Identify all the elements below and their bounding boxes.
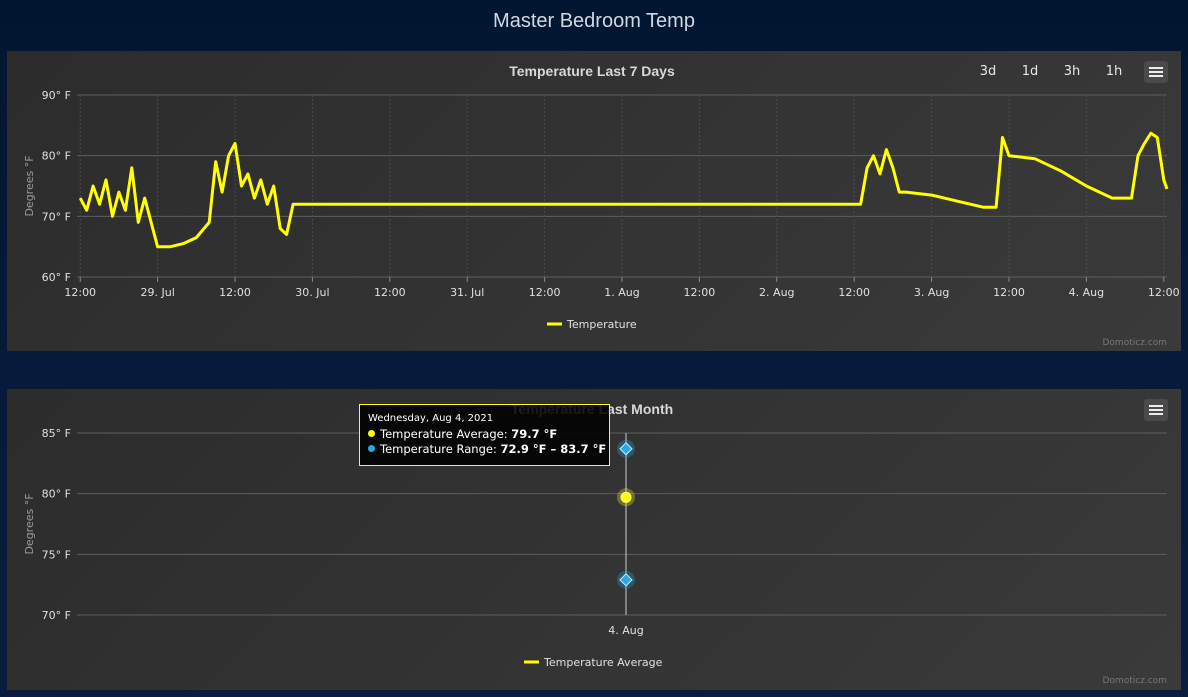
x-tick-label: 31. Jul: [450, 286, 484, 299]
temperature-7-days-chart-panel: Temperature Last 7 Days 60° F 70° F 80° F 90…: [7, 51, 1181, 351]
x-tick-label: 30. Jul: [295, 286, 329, 299]
x-tick-label: 12:00: [1148, 286, 1180, 299]
y-axis-title: Degrees °F: [23, 155, 36, 216]
tooltip-range-label: Temperature Range:: [380, 442, 501, 456]
range-high-marker[interactable]: [619, 442, 633, 456]
x-tick-label: 12:00: [838, 286, 870, 299]
x-tick-label: 1. Aug: [604, 286, 639, 299]
hamburger-menu-icon[interactable]: [1144, 61, 1168, 83]
x-tick-label: 2. Aug: [759, 286, 794, 299]
x-tick-label: 29. Jul: [140, 286, 174, 299]
x-tick-label: 3. Aug: [914, 286, 949, 299]
hamburger-menu-icon[interactable]: [1144, 399, 1168, 421]
tooltip-average-row: Temperature Average: 79.7 °F: [368, 427, 601, 442]
x-tick-label: 4. Aug: [608, 624, 643, 637]
y-tick-label: 70° F: [42, 609, 71, 622]
page-title: Master Bedroom Temp: [493, 10, 695, 32]
x-tick-label: 12:00: [64, 286, 96, 299]
x-tick-label: 12:00: [374, 286, 406, 299]
credit-link[interactable]: Domoticz.com: [1103, 338, 1168, 348]
y-tick-label: 90° F: [42, 89, 71, 102]
temperature-7-days-chart: Temperature Last 7 Days 60° F 70° F 80° F 90…: [23, 63, 1180, 348]
y-axis-title: Degrees °F: [23, 493, 36, 554]
average-marker[interactable]: [620, 491, 632, 503]
tooltip-average-value: 79.7 °F: [511, 427, 558, 441]
tooltip-range-value: 72.9 °F – 83.7 °F: [500, 442, 607, 456]
tooltip-average-label: Temperature Average:: [380, 427, 512, 441]
range-button-1h[interactable]: 1h: [1105, 64, 1123, 79]
tooltip-range-row: Temperature Range: 72.9 °F – 83.7 °F: [368, 442, 606, 457]
y-tick-label: 85° F: [42, 427, 71, 440]
chart-title: Temperature Last 7 Days: [509, 63, 675, 79]
y-tick-label: 70° F: [42, 210, 71, 223]
range-button-1d[interactable]: 1d: [1021, 64, 1039, 79]
range-low-marker[interactable]: [619, 573, 633, 587]
y-tick-label: 80° F: [42, 150, 71, 163]
y-tick-label: 75° F: [42, 548, 71, 561]
legend-average-label[interactable]: Temperature Average: [543, 656, 663, 669]
x-tick-label: 12:00: [529, 286, 561, 299]
x-tick-label: 12:00: [219, 286, 251, 299]
credit-link[interactable]: Domoticz.com: [1103, 676, 1168, 686]
x-tick-label: 4. Aug: [1069, 286, 1104, 299]
tooltip-range-dot-icon: [368, 445, 375, 452]
range-button-3d[interactable]: 3d: [979, 64, 997, 79]
legend-temperature-label[interactable]: Temperature: [566, 318, 637, 331]
y-tick-label: 60° F: [42, 271, 71, 284]
x-tick-label: 12:00: [993, 286, 1025, 299]
chart-tooltip: Wednesday, Aug 4, 2021 Temperature Avera…: [359, 404, 610, 466]
tooltip-date: Wednesday, Aug 4, 2021: [368, 413, 494, 424]
x-tick-label: 12:00: [684, 286, 716, 299]
range-button-3h[interactable]: 3h: [1063, 64, 1081, 79]
tooltip-average-dot-icon: [368, 430, 375, 437]
temperature-series-line[interactable]: [78, 131, 1169, 249]
y-tick-label: 80° F: [42, 488, 71, 501]
